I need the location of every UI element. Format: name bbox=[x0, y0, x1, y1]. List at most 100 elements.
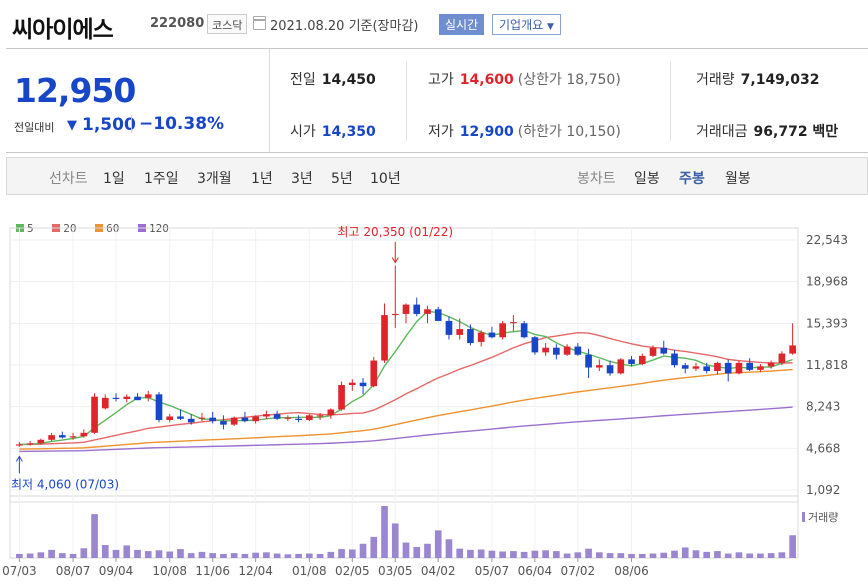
volume-bar bbox=[510, 551, 517, 558]
candle-body bbox=[402, 304, 410, 314]
company-overview-label: 기업개요 bbox=[499, 18, 544, 32]
volume-bar bbox=[746, 553, 754, 558]
volume-bar bbox=[595, 552, 603, 558]
volume-bar bbox=[456, 548, 464, 558]
tab-1day[interactable]: 1일 bbox=[103, 171, 125, 187]
candle-body bbox=[563, 346, 571, 355]
candle-body bbox=[144, 394, 152, 398]
candle-body bbox=[198, 417, 206, 419]
stock-code: 222080 bbox=[150, 16, 205, 31]
candle-body bbox=[595, 365, 603, 368]
volume-bar bbox=[381, 506, 388, 558]
volume-bar bbox=[531, 550, 539, 558]
candle-body bbox=[306, 415, 313, 420]
candle-body bbox=[671, 353, 678, 366]
prev-close-value: 14,450 bbox=[321, 72, 376, 88]
candle-body bbox=[585, 354, 592, 368]
candle-body bbox=[542, 347, 549, 353]
volume-bar bbox=[338, 549, 345, 558]
candle-body bbox=[273, 414, 281, 419]
candle-body bbox=[660, 347, 668, 354]
y-tick-label: 8,243 bbox=[806, 400, 840, 414]
volume-bar bbox=[692, 550, 700, 558]
candle-body bbox=[69, 436, 77, 438]
candle-body bbox=[370, 360, 378, 387]
candle-body bbox=[155, 394, 163, 420]
volume-bar bbox=[273, 553, 281, 558]
candle-body bbox=[58, 435, 66, 438]
candle-body bbox=[617, 359, 625, 374]
open-value: 14,350 bbox=[321, 124, 376, 140]
volume-bar bbox=[220, 553, 227, 558]
current-price-box: 12,950 전일대비 ▼ 1,500 −10.38% bbox=[6, 49, 270, 152]
volume-bar bbox=[638, 553, 646, 558]
candle-body bbox=[112, 397, 120, 400]
x-tick-label: 05/07 bbox=[475, 564, 510, 578]
volume-bar bbox=[671, 550, 678, 558]
candle-body bbox=[209, 417, 217, 422]
candlestick-chart[interactable]: 22,543 18,968 15,393 11,818 8,243 4,668 1,092 0… bbox=[0, 210, 868, 588]
change-label: 전일대비 bbox=[14, 121, 55, 134]
upper-limit: (상한가 18,750) bbox=[517, 72, 621, 88]
stock-name: 씨아이에스 bbox=[12, 17, 114, 43]
low-stat: 저가 12,900 (하한가 10,150) bbox=[428, 121, 621, 141]
chevron-down-icon: ▼ bbox=[547, 22, 554, 32]
tab-1week[interactable]: 1주일 bbox=[144, 171, 179, 187]
candle-chart-label: 봉차트 bbox=[577, 171, 616, 187]
high-value: 14,600 bbox=[459, 72, 514, 88]
candle-body bbox=[101, 397, 109, 409]
volume-bar bbox=[553, 551, 560, 558]
tab-3months[interactable]: 3개월 bbox=[197, 171, 232, 187]
high-stat: 고가 14,600 (상한가 18,750) bbox=[428, 69, 621, 89]
amount-value: 96,772 백만 bbox=[753, 124, 839, 140]
x-tick-label: 02/05 bbox=[335, 564, 370, 578]
volume-bar bbox=[606, 553, 614, 558]
realtime-button[interactable]: 실시간 bbox=[439, 14, 485, 35]
candle-body bbox=[166, 416, 174, 420]
volume-bar bbox=[144, 551, 152, 558]
current-price: 12,950 bbox=[14, 71, 136, 110]
candle-body bbox=[220, 421, 227, 425]
volume-bar bbox=[488, 550, 496, 558]
tab-monthly-candle[interactable]: 월봉 bbox=[725, 171, 751, 187]
tab-daily-candle[interactable]: 일봉 bbox=[634, 171, 660, 187]
volume-bar bbox=[477, 549, 485, 558]
volume-bar bbox=[391, 523, 399, 558]
y-tick-label: 22,543 bbox=[806, 233, 848, 247]
reference-date: 2021.08.20 기준(장마감) bbox=[270, 19, 419, 34]
y-tick-label: 18,968 bbox=[806, 275, 848, 289]
volume-bar bbox=[542, 550, 549, 558]
tab-weekly-candle[interactable]: 주봉 bbox=[679, 171, 705, 187]
tab-1year[interactable]: 1년 bbox=[251, 171, 273, 187]
volume-bar bbox=[58, 553, 66, 558]
volume-bar bbox=[757, 553, 764, 558]
tab-5years[interactable]: 5년 bbox=[331, 171, 353, 187]
x-tick-label: 04/02 bbox=[421, 564, 456, 578]
amount-stat: 거래대금 96,772 백만 bbox=[696, 121, 838, 141]
candle-body bbox=[606, 365, 614, 374]
candle-body bbox=[477, 332, 485, 342]
volume-bar bbox=[499, 551, 506, 558]
price-panel: 12,950 전일대비 ▼ 1,500 −10.38% 전일 14,450 시가 1… bbox=[6, 48, 868, 153]
candle-body bbox=[263, 414, 270, 417]
volume-bar bbox=[520, 551, 528, 558]
candle-body bbox=[778, 353, 786, 363]
company-overview-button[interactable]: 기업개요 ▼ bbox=[492, 14, 561, 35]
volume-bar bbox=[703, 551, 711, 558]
candle-body bbox=[48, 435, 55, 440]
prev-close-stat: 전일 14,450 bbox=[290, 69, 376, 89]
volume-bar bbox=[660, 552, 668, 558]
volume-bar bbox=[48, 549, 55, 558]
x-tick-label: 12/04 bbox=[238, 564, 273, 578]
volume-bar bbox=[37, 552, 45, 558]
candle-body bbox=[80, 432, 88, 437]
candle-body bbox=[381, 315, 388, 361]
candle-body bbox=[284, 417, 292, 419]
volume-bar bbox=[252, 552, 259, 558]
tab-10years[interactable]: 10년 bbox=[370, 171, 401, 187]
candle-body bbox=[91, 396, 98, 433]
tab-3years[interactable]: 3년 bbox=[291, 171, 313, 187]
open-stat: 시가 14,350 bbox=[290, 121, 376, 141]
candle-body bbox=[177, 416, 184, 419]
high-annotation: 최고 20,350 (01/22) bbox=[337, 225, 453, 239]
